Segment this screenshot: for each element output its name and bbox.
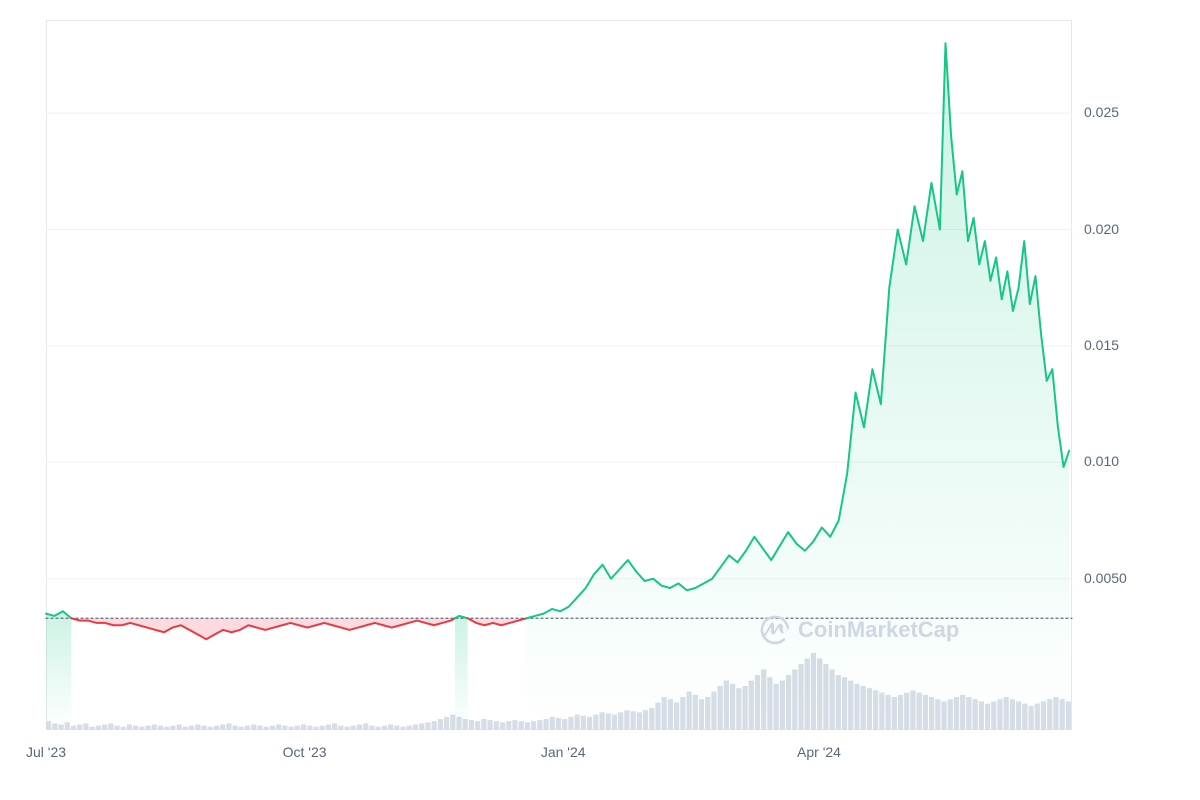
x-axis-tick-label: Oct '23 <box>283 744 327 760</box>
y-axis-tick-label: 0.0050 <box>1084 570 1127 586</box>
coinmarketcap-logo-icon <box>760 615 790 645</box>
y-axis-tick-label: 0.020 <box>1084 221 1119 237</box>
x-axis-tick-label: Jul '23 <box>26 744 66 760</box>
y-axis-tick-label: 0.010 <box>1084 453 1119 469</box>
y-axis-tick-label: 0.025 <box>1084 104 1119 120</box>
y-axis-tick-label: 0.015 <box>1084 337 1119 353</box>
x-axis-tick-label: Jan '24 <box>541 744 586 760</box>
watermark-text: CoinMarketCap <box>798 617 959 643</box>
x-axis-tick-label: Apr '24 <box>797 744 841 760</box>
price-chart-svg <box>0 0 1200 800</box>
watermark: CoinMarketCap <box>760 615 959 645</box>
